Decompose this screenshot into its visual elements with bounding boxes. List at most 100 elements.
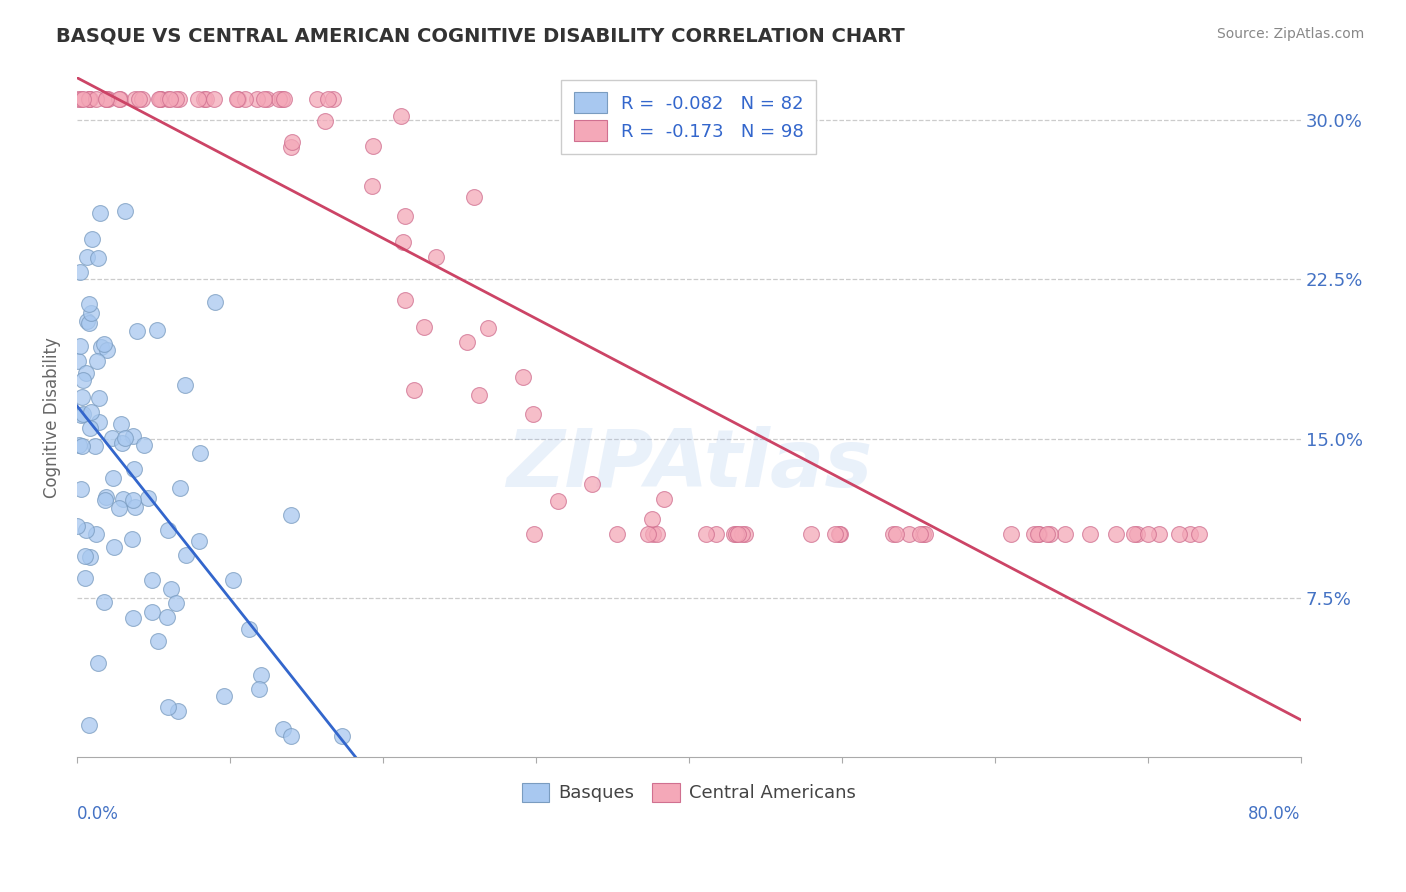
Point — [316, 92, 339, 106]
Point — [169, 481, 191, 495]
Point — [124, 461, 146, 475]
Point — [94, 493, 117, 508]
Point — [79, 92, 101, 106]
Point — [114, 204, 136, 219]
Point — [86, 527, 108, 541]
Point — [360, 178, 382, 193]
Text: Source: ZipAtlas.com: Source: ZipAtlas.com — [1216, 27, 1364, 41]
Point — [314, 114, 336, 128]
Point — [392, 235, 415, 249]
Point — [167, 92, 190, 106]
Point — [156, 699, 179, 714]
Point — [73, 549, 96, 563]
Point — [72, 92, 94, 106]
Point — [141, 573, 163, 587]
Point — [89, 391, 111, 405]
Point — [89, 415, 111, 429]
Text: BASQUE VS CENTRAL AMERICAN COGNITIVE DISABILITY CORRELATION CHART: BASQUE VS CENTRAL AMERICAN COGNITIVE DIS… — [56, 27, 905, 45]
Point — [1122, 527, 1144, 541]
Point — [84, 439, 107, 453]
Point — [89, 205, 111, 219]
Point — [280, 508, 302, 522]
Point — [93, 595, 115, 609]
Point — [1147, 527, 1170, 541]
Point — [76, 314, 98, 328]
Point — [246, 92, 269, 106]
Text: 0.0%: 0.0% — [77, 805, 120, 823]
Point — [884, 527, 907, 541]
Point — [157, 92, 180, 106]
Point — [273, 92, 295, 106]
Point — [66, 92, 89, 106]
Point — [193, 92, 215, 106]
Point — [87, 251, 110, 265]
Point — [581, 476, 603, 491]
Point — [456, 334, 478, 349]
Point — [146, 634, 169, 648]
Point — [330, 729, 353, 743]
Point — [165, 92, 187, 106]
Point — [187, 92, 209, 106]
Point — [124, 500, 146, 514]
Point — [1028, 527, 1050, 541]
Point — [67, 438, 90, 452]
Point — [389, 109, 412, 123]
Point — [222, 573, 245, 587]
Point — [247, 681, 270, 696]
Point — [121, 493, 143, 508]
Point — [226, 92, 249, 106]
Point — [1104, 527, 1126, 541]
Point — [121, 532, 143, 546]
Point — [641, 512, 664, 526]
Point — [132, 438, 155, 452]
Point — [394, 209, 416, 223]
Point — [69, 408, 91, 422]
Point — [394, 293, 416, 308]
Point — [70, 483, 93, 497]
Point — [363, 138, 385, 153]
Point — [69, 339, 91, 353]
Point — [79, 717, 101, 731]
Point — [522, 407, 544, 421]
Point — [271, 92, 294, 106]
Point — [75, 366, 97, 380]
Point — [1000, 527, 1022, 541]
Point — [79, 420, 101, 434]
Point — [148, 92, 170, 106]
Point — [96, 343, 118, 358]
Point — [97, 92, 120, 106]
Point — [882, 527, 904, 541]
Point — [87, 656, 110, 670]
Point — [1188, 527, 1211, 541]
Point — [101, 471, 124, 485]
Point — [79, 316, 101, 330]
Point — [830, 527, 852, 541]
Point — [79, 549, 101, 564]
Point — [725, 527, 748, 541]
Point — [645, 527, 668, 541]
Point — [72, 407, 94, 421]
Point — [73, 571, 96, 585]
Point — [174, 378, 197, 392]
Point — [146, 323, 169, 337]
Point — [734, 527, 756, 541]
Point — [96, 92, 118, 106]
Point — [1039, 527, 1062, 541]
Point — [477, 321, 499, 335]
Point — [149, 92, 172, 106]
Point — [160, 582, 183, 596]
Point — [149, 92, 172, 106]
Point — [176, 549, 198, 563]
Point — [1168, 527, 1191, 541]
Point — [731, 527, 754, 541]
Y-axis label: Cognitive Disability: Cognitive Disability — [44, 337, 60, 498]
Point — [522, 527, 544, 541]
Point — [122, 429, 145, 443]
Point — [111, 491, 134, 506]
Point — [322, 92, 344, 106]
Point — [94, 490, 117, 504]
Point — [256, 92, 278, 106]
Point — [187, 534, 209, 549]
Text: ZIPAtlas: ZIPAtlas — [506, 426, 872, 504]
Point — [76, 251, 98, 265]
